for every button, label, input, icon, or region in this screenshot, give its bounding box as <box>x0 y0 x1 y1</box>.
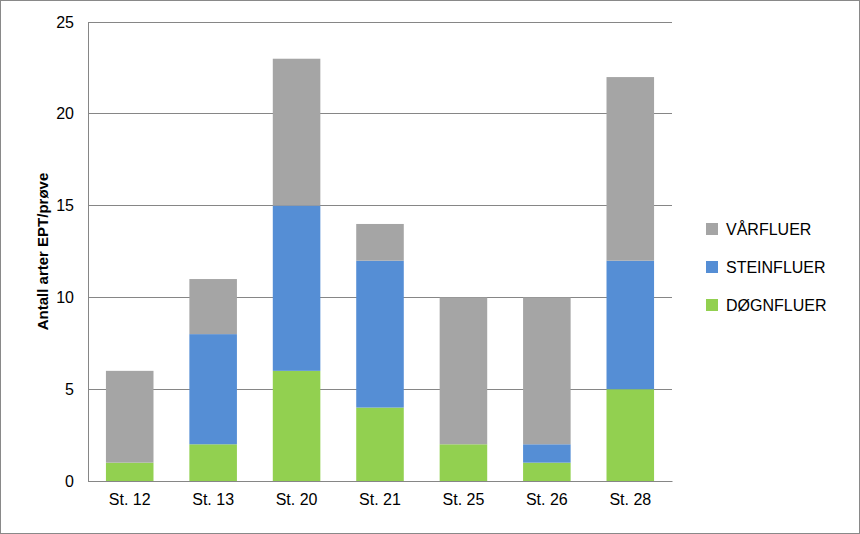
bar-segment <box>440 297 488 444</box>
bar-segment <box>106 371 154 463</box>
bar-segment <box>356 261 404 408</box>
bar-segment <box>607 389 655 481</box>
legend-swatch <box>706 223 718 235</box>
x-axis-line <box>89 481 673 482</box>
y-tick: 10 <box>56 289 88 306</box>
x-tick-label: St. 20 <box>276 491 318 508</box>
plot-area: 0 5 10 15 20 25 St. 12 St. 13 St. 20 St. 21 St. 25… <box>56 14 672 509</box>
legend-swatch <box>706 261 718 273</box>
bars <box>106 59 654 481</box>
y-tick: 25 <box>56 14 88 31</box>
y-axis: 0 5 10 15 20 25 <box>56 14 88 490</box>
x-tick: St. 21 <box>359 481 401 508</box>
grid-line <box>88 205 672 206</box>
chart: 0 5 10 15 20 25 St. 12 St. 13 St. 20 St. 21 St. 25… <box>0 0 860 534</box>
bar-segment <box>523 444 571 462</box>
bar-segment <box>106 463 154 481</box>
grid <box>88 22 672 481</box>
x-tick-label: St. 13 <box>192 491 234 508</box>
legend-label: VÅRFLUER <box>726 220 811 238</box>
x-tick: St. 20 <box>276 481 318 508</box>
bar-segment <box>356 224 404 261</box>
legend-item: STEINFLUER <box>706 259 826 276</box>
x-tick-label: St. 26 <box>526 491 568 508</box>
bar-segment <box>607 77 655 261</box>
legend: VÅRFLUER STEINFLUER DØGNFLUER <box>706 220 826 314</box>
bar-segment <box>273 206 321 371</box>
y-tick-label: 20 <box>56 105 74 122</box>
x-tick: St. 26 <box>526 481 568 508</box>
x-tick-label: St. 12 <box>109 491 151 508</box>
x-tick: St. 12 <box>109 481 151 508</box>
legend-label: STEINFLUER <box>726 259 826 276</box>
x-tick: St. 28 <box>609 481 651 508</box>
x-tick-label: St. 25 <box>443 491 485 508</box>
series <box>189 206 654 463</box>
y-tick: 20 <box>56 105 88 122</box>
y-tick: 0 <box>65 473 88 490</box>
chart-border <box>1 1 860 534</box>
series <box>106 59 654 463</box>
legend-label: DØGNFLUER <box>726 297 826 314</box>
y-tick-label: 15 <box>56 197 74 214</box>
y-axis-title: Antall arter EPT/prøve <box>34 173 51 331</box>
y-tick-label: 0 <box>65 473 74 490</box>
bar-segment <box>440 444 488 481</box>
bar-segment <box>273 59 321 206</box>
y-tick: 5 <box>65 381 88 398</box>
legend-item: VÅRFLUER <box>706 220 811 238</box>
y-axis-line <box>88 23 89 482</box>
x-tick-label: St. 28 <box>609 491 651 508</box>
bar-segment <box>189 334 237 444</box>
bar-segment <box>356 408 404 481</box>
y-tick-label: 5 <box>65 381 74 398</box>
legend-swatch <box>706 299 718 311</box>
bar-segment <box>273 371 321 481</box>
legend-item: DØGNFLUER <box>706 297 826 314</box>
bar-segment <box>607 261 655 390</box>
y-tick-label: 25 <box>56 14 74 31</box>
x-axis: St. 12 St. 13 St. 20 St. 21 St. 25 St. 26 St. … <box>89 481 673 508</box>
x-tick: St. 25 <box>443 481 485 508</box>
bar-segment <box>189 279 237 334</box>
bar-segment <box>523 463 571 481</box>
grid-line <box>88 113 672 114</box>
y-tick-label: 10 <box>56 289 74 306</box>
grid-line <box>88 22 672 23</box>
bar-segment <box>189 444 237 481</box>
y-tick: 15 <box>56 197 88 214</box>
bar-segment <box>523 297 571 444</box>
x-tick: St. 13 <box>192 481 234 508</box>
x-tick-label: St. 21 <box>359 491 401 508</box>
